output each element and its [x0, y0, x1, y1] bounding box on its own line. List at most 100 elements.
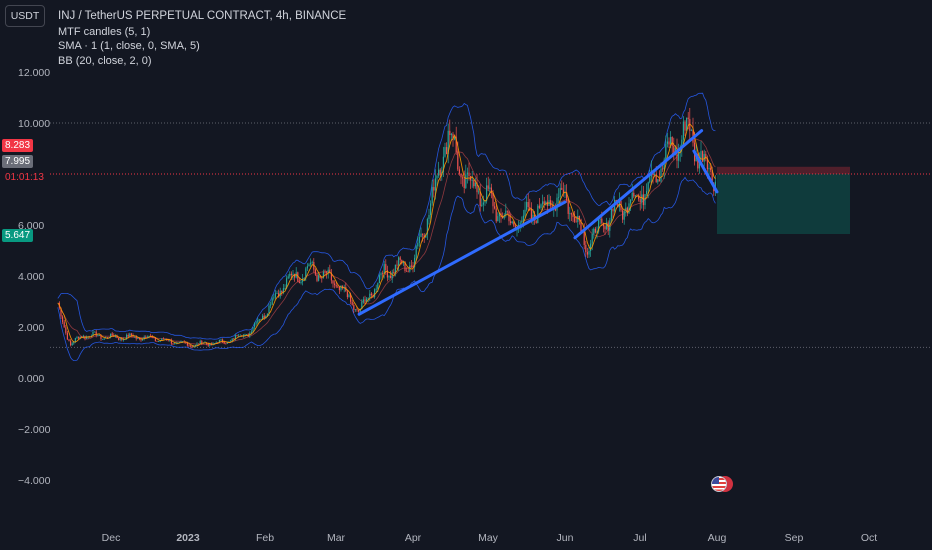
- symbol-title[interactable]: INJ / TetherUS PERPETUAL CONTRACT, 4h, B…: [58, 10, 347, 22]
- candle-body: [172, 343, 174, 345]
- candle-body: [569, 213, 571, 215]
- bb-upper-band: [57, 92, 716, 340]
- candle-body: [114, 336, 116, 337]
- candle-body: [527, 202, 529, 207]
- candle-body: [532, 214, 534, 219]
- candle-body: [466, 172, 468, 175]
- y-tick-label: 10.000: [18, 118, 50, 130]
- candle-body: [676, 148, 678, 161]
- candle-body: [238, 336, 240, 337]
- candle-body: [164, 338, 166, 340]
- candle-body: [156, 341, 158, 342]
- candle-body: [330, 272, 332, 281]
- candle-body: [644, 194, 646, 206]
- candle-body: [710, 167, 712, 171]
- candle-body: [348, 294, 350, 298]
- candle-body: [377, 283, 379, 289]
- candle-body: [98, 334, 100, 336]
- candle-body: [468, 172, 470, 176]
- candle-body: [686, 117, 688, 131]
- candle-body: [191, 346, 193, 348]
- candle-body: [567, 200, 569, 214]
- candle-body: [153, 337, 155, 339]
- candle-body: [625, 207, 627, 212]
- candle-body: [318, 275, 320, 281]
- candle-body: [631, 192, 633, 200]
- candle-body: [415, 246, 417, 258]
- candle-body: [647, 182, 649, 191]
- candle-body: [250, 331, 252, 334]
- candle-body: [506, 210, 508, 212]
- candle-body: [663, 159, 665, 170]
- candle-body: [314, 269, 316, 275]
- candle-body: [586, 252, 588, 255]
- candle-body: [703, 153, 705, 162]
- candle-body: [126, 334, 128, 340]
- candle-body: [575, 221, 577, 223]
- target-level-badge: 5.647: [2, 229, 34, 242]
- candle-body: [622, 210, 624, 220]
- candle-body: [354, 309, 356, 311]
- stop-zone: [717, 166, 850, 175]
- candle-body: [300, 281, 302, 284]
- candle-body: [154, 337, 156, 342]
- countdown-badge: 01:01:13: [5, 172, 44, 183]
- candle-body: [511, 221, 513, 224]
- candle-body: [286, 278, 288, 288]
- candle-body: [399, 257, 401, 260]
- candle-body: [175, 343, 177, 345]
- indicator-sma[interactable]: SMA · 1 (1, close, 0, SMA, 5): [58, 40, 200, 52]
- candle-body: [658, 179, 660, 182]
- candle-body: [684, 121, 686, 131]
- candle-body: [522, 215, 524, 222]
- candle-body: [410, 265, 412, 267]
- candle-body: [414, 257, 416, 268]
- candle-body: [561, 187, 563, 190]
- candle-body: [78, 337, 80, 339]
- candle-body: [118, 338, 120, 340]
- candle-body: [396, 264, 398, 266]
- candle-body: [279, 290, 281, 297]
- indicator-bb[interactable]: BB (20, close, 2, 0): [58, 54, 152, 67]
- candle-body: [148, 335, 150, 337]
- candle-body: [356, 309, 358, 311]
- candle-body: [102, 338, 104, 340]
- candle-body: [460, 173, 462, 178]
- candle-body: [170, 340, 172, 344]
- currency-button[interactable]: USDT: [5, 5, 45, 27]
- indicator-mtf-candles[interactable]: MTF candles (5, 1): [58, 25, 151, 38]
- candle-body: [711, 170, 713, 184]
- candle-body: [654, 174, 656, 176]
- candle-body: [617, 203, 619, 208]
- trendlines: [357, 129, 719, 316]
- candle-body: [476, 182, 478, 193]
- candle-body: [678, 150, 680, 161]
- candle-body: [623, 211, 625, 220]
- candle-body: [481, 204, 483, 207]
- candle-body: [494, 206, 496, 209]
- candle-body: [311, 261, 313, 263]
- candle-body: [246, 334, 248, 336]
- candle-body: [428, 215, 430, 219]
- us-flag-event-icon[interactable]: [709, 474, 735, 494]
- candle-body: [601, 218, 603, 223]
- candle-body: [382, 273, 384, 274]
- x-tick-label: 2023: [176, 532, 200, 544]
- candle-body: [86, 336, 88, 339]
- candle-body: [412, 266, 414, 268]
- x-tick-label: May: [478, 532, 499, 544]
- candle-body: [316, 274, 318, 281]
- candle-body: [94, 331, 96, 333]
- candle-body: [130, 333, 132, 336]
- candle-body: [313, 261, 315, 270]
- candle-body: [402, 261, 404, 264]
- candle-body: [332, 280, 334, 284]
- candle-body: [618, 201, 620, 208]
- candle-body: [572, 214, 574, 218]
- candle-body: [577, 215, 579, 223]
- candle-body: [465, 174, 467, 188]
- candle-body: [393, 272, 395, 274]
- candle-body: [252, 327, 254, 332]
- candle-body: [423, 234, 425, 238]
